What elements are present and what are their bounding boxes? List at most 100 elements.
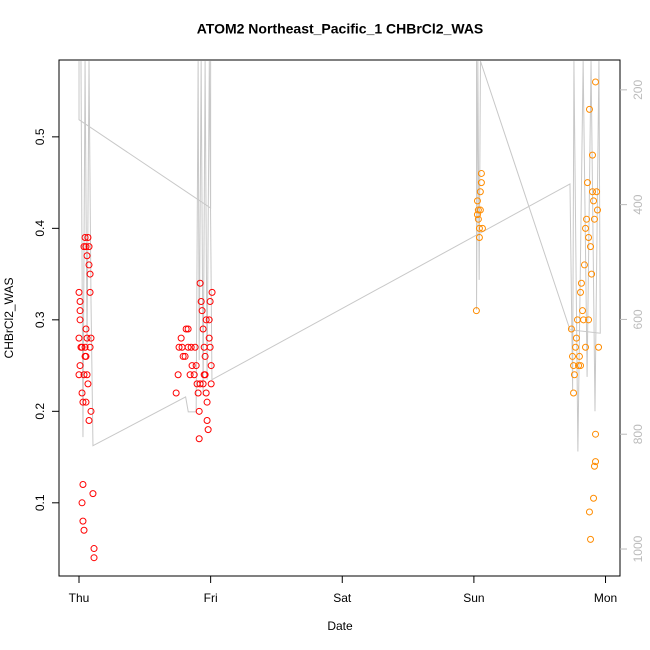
data-point (580, 316, 588, 324)
data-point (198, 307, 206, 315)
data-point (585, 316, 593, 324)
data-point (172, 389, 180, 397)
data-point (75, 288, 83, 296)
data-point (575, 362, 583, 370)
data-point (593, 206, 601, 214)
data-point (85, 243, 93, 251)
x-tick-label: Thu (69, 591, 90, 605)
data-point (83, 334, 91, 342)
data-point (577, 362, 585, 370)
data-point (78, 343, 86, 351)
data-point (181, 352, 189, 360)
y2-tick-label: 600 (631, 309, 645, 329)
data-point (177, 334, 185, 342)
data-point (202, 316, 210, 324)
y-tick-label: 0.3 (33, 311, 47, 328)
data-point (587, 535, 595, 543)
data-point (195, 407, 203, 415)
data-point (474, 215, 482, 223)
y2-tick-label: 200 (631, 80, 645, 100)
data-point (202, 389, 210, 397)
data-point (190, 371, 198, 379)
x-tick-label: Mon (594, 591, 617, 605)
data-point (592, 458, 600, 466)
data-point (475, 233, 483, 241)
data-point (204, 426, 212, 434)
data-point (86, 270, 94, 278)
x-tick-label: Fri (204, 591, 218, 605)
data-point (585, 508, 593, 516)
data-point (577, 288, 585, 296)
data-point (76, 298, 84, 306)
data-point (175, 343, 183, 351)
data-point (83, 252, 91, 260)
y-tick-label: 0.5 (33, 128, 47, 145)
data-point (89, 490, 97, 498)
x-axis-label: Date (327, 619, 353, 633)
data-point (201, 352, 209, 360)
data-point (83, 371, 91, 379)
y-tick-label: 0.1 (33, 494, 47, 511)
y2-tick-label: 800 (631, 424, 645, 444)
data-point (575, 352, 583, 360)
data-point (207, 380, 215, 388)
data-point (570, 362, 578, 370)
data-point (84, 233, 92, 241)
data-point (478, 224, 486, 232)
data-point (79, 398, 87, 406)
data-point (197, 298, 205, 306)
data-point (203, 398, 211, 406)
plot-frame (58, 59, 621, 577)
data-point (90, 554, 98, 562)
data-point (81, 343, 89, 351)
data-point (199, 325, 207, 333)
data-point (205, 334, 213, 342)
data-point (578, 307, 586, 315)
data-point (206, 298, 214, 306)
data-point (208, 288, 216, 296)
data-point (85, 416, 93, 424)
data-point (474, 206, 482, 214)
data-point (570, 389, 578, 397)
data-point (588, 270, 596, 278)
data-point (86, 288, 94, 296)
data-point (203, 416, 211, 424)
data-point (90, 545, 98, 553)
x-tick-label: Sun (463, 591, 484, 605)
plot-layer (75, 60, 603, 562)
data-point (476, 206, 484, 214)
y2-tick-label: 1000 (631, 535, 645, 562)
data-point (588, 151, 596, 159)
data-point (570, 371, 578, 379)
data-point (587, 243, 595, 251)
data-point (590, 197, 598, 205)
y2-tick-label: 400 (631, 194, 645, 214)
data-point (585, 233, 593, 241)
data-point (196, 279, 204, 287)
data-point (87, 407, 95, 415)
data-point (80, 243, 88, 251)
data-point (567, 325, 575, 333)
data-point (84, 380, 92, 388)
data-point (590, 462, 598, 470)
data-point (187, 343, 195, 351)
data-point (582, 343, 590, 351)
data-point (472, 307, 480, 315)
data-point (475, 224, 483, 232)
data-point (477, 169, 485, 177)
data-point (200, 371, 208, 379)
data-point (593, 188, 601, 196)
data-point (82, 325, 90, 333)
data-point (85, 261, 93, 269)
data-point (194, 389, 202, 397)
data-point (568, 352, 576, 360)
data-point (76, 307, 84, 315)
data-point (86, 343, 94, 351)
data-point (572, 343, 580, 351)
data-point (81, 352, 89, 360)
data-point (592, 430, 600, 438)
data-point (585, 105, 593, 113)
data-point (184, 343, 192, 351)
data-point (205, 316, 213, 324)
